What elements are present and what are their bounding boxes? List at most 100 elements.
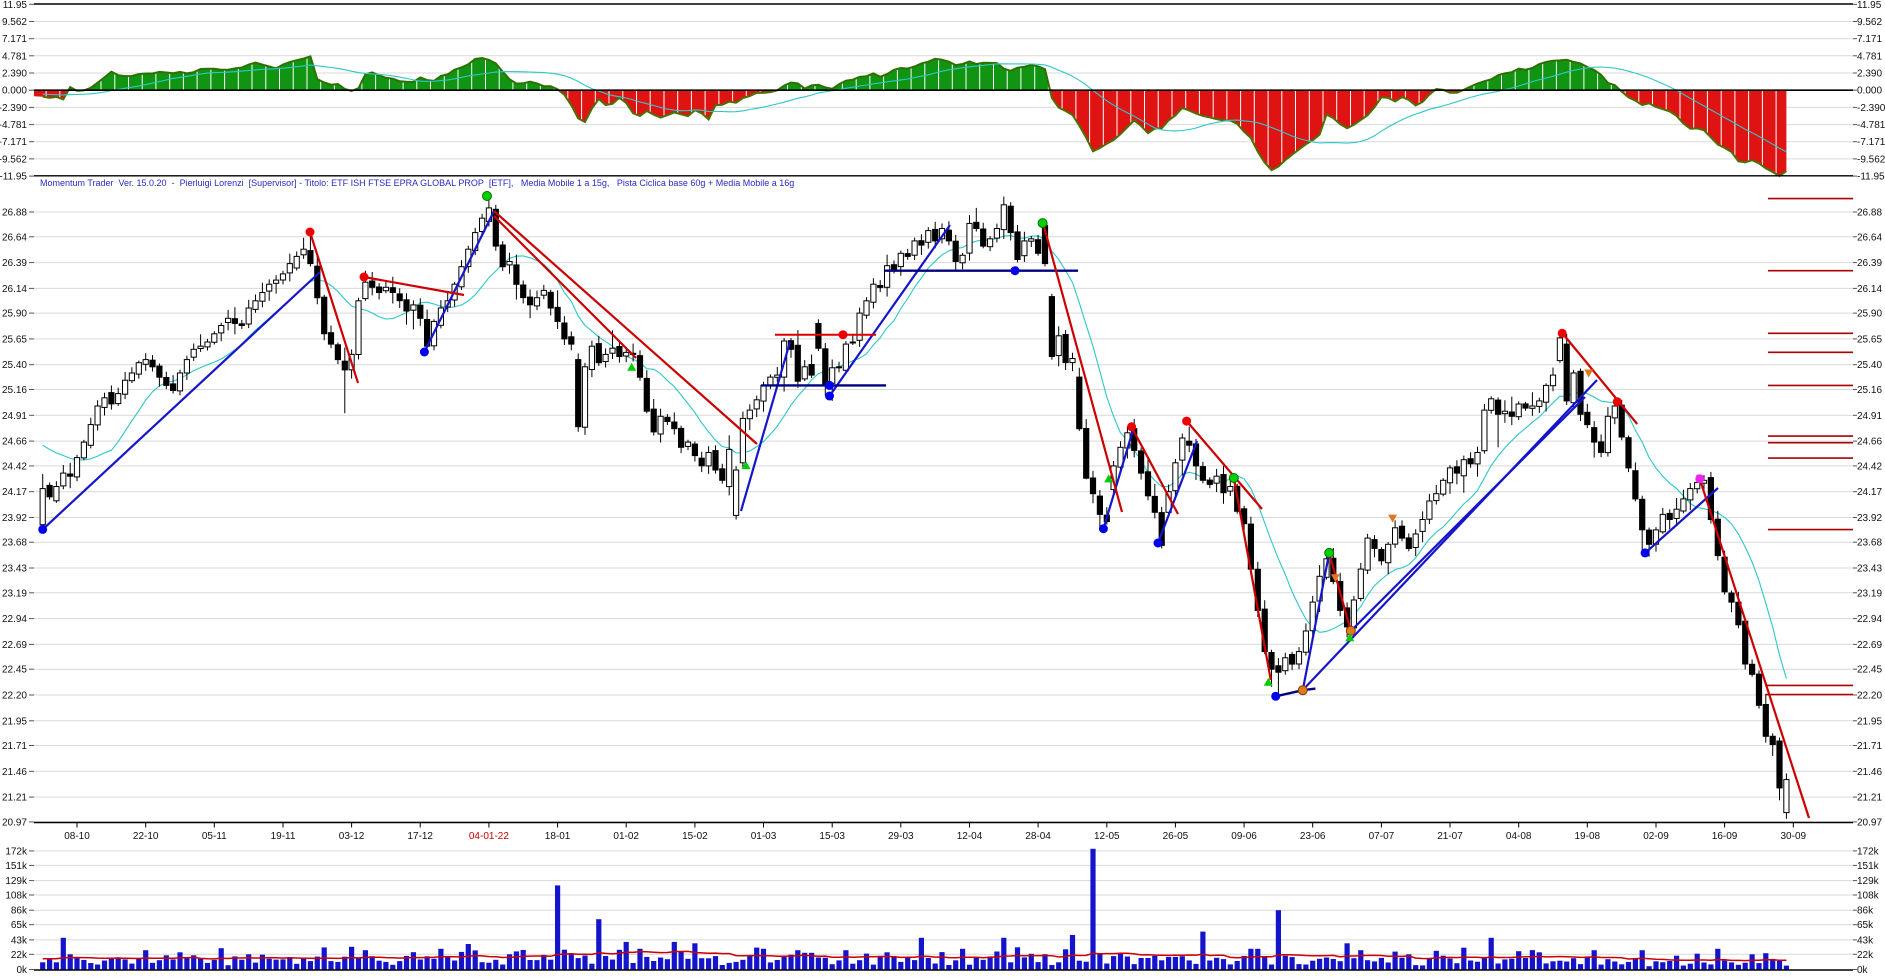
svg-text:23.68: 23.68 xyxy=(1857,538,1882,549)
svg-text:21.71: 21.71 xyxy=(1857,741,1882,752)
svg-text:4.781: 4.781 xyxy=(1857,51,1882,62)
svg-text:08-10: 08-10 xyxy=(64,831,90,842)
svg-text:09-06: 09-06 xyxy=(1231,831,1257,842)
svg-text:Momentum Trader Ver. 15.0.20: Momentum Trader Ver. 15.0.20 - Pierluigi… xyxy=(40,178,794,188)
svg-text:0.000: 0.000 xyxy=(1857,86,1882,97)
svg-text:19-08: 19-08 xyxy=(1575,831,1601,842)
svg-text:23.92: 23.92 xyxy=(1857,513,1882,524)
svg-text:2.390: 2.390 xyxy=(1857,69,1882,80)
svg-text:12-04: 12-04 xyxy=(957,831,983,842)
svg-text:21.95: 21.95 xyxy=(2,716,27,727)
svg-text:01-03: 01-03 xyxy=(751,831,777,842)
svg-text:-9.562: -9.562 xyxy=(0,154,27,165)
svg-text:26.64: 26.64 xyxy=(2,232,27,243)
svg-text:25.40: 25.40 xyxy=(2,360,27,371)
svg-text:24.91: 24.91 xyxy=(1857,411,1882,422)
svg-text:18-01: 18-01 xyxy=(545,831,571,842)
svg-text:21.21: 21.21 xyxy=(1857,793,1882,804)
svg-text:24.66: 24.66 xyxy=(2,437,27,448)
svg-text:15-02: 15-02 xyxy=(682,831,708,842)
svg-text:108k: 108k xyxy=(1857,891,1880,902)
svg-text:172k: 172k xyxy=(1857,846,1880,857)
svg-text:28-04: 28-04 xyxy=(1025,831,1051,842)
svg-text:23.43: 23.43 xyxy=(2,564,27,575)
svg-text:129k: 129k xyxy=(5,876,28,887)
svg-text:16-09: 16-09 xyxy=(1712,831,1738,842)
svg-text:43k: 43k xyxy=(1857,935,1874,946)
svg-text:20.97: 20.97 xyxy=(1857,817,1882,828)
svg-text:02-09: 02-09 xyxy=(1643,831,1669,842)
svg-text:22.69: 22.69 xyxy=(2,640,27,651)
svg-text:22.45: 22.45 xyxy=(1857,665,1882,676)
svg-text:26.64: 26.64 xyxy=(1857,232,1882,243)
svg-text:22.69: 22.69 xyxy=(1857,640,1882,651)
svg-text:19-11: 19-11 xyxy=(271,831,296,842)
svg-text:21.95: 21.95 xyxy=(1857,716,1882,727)
svg-text:01-02: 01-02 xyxy=(613,831,639,842)
svg-text:11.95: 11.95 xyxy=(3,0,28,11)
svg-text:-9.562: -9.562 xyxy=(1857,154,1885,165)
svg-text:21.71: 21.71 xyxy=(2,741,27,752)
svg-text:03-12: 03-12 xyxy=(339,831,365,842)
svg-text:43k: 43k xyxy=(11,935,28,946)
svg-text:26.14: 26.14 xyxy=(1857,284,1882,295)
svg-text:151k: 151k xyxy=(5,861,28,872)
svg-text:23.19: 23.19 xyxy=(2,588,27,599)
svg-text:7.171: 7.171 xyxy=(1857,34,1882,45)
svg-text:25.65: 25.65 xyxy=(1857,334,1882,345)
svg-text:0k: 0k xyxy=(1857,965,1869,975)
svg-text:29-03: 29-03 xyxy=(888,831,914,842)
svg-text:22k: 22k xyxy=(11,950,28,961)
svg-text:2.390: 2.390 xyxy=(2,69,27,80)
svg-text:24.66: 24.66 xyxy=(1857,437,1882,448)
svg-text:151k: 151k xyxy=(1857,861,1880,872)
svg-text:86k: 86k xyxy=(1857,906,1874,917)
svg-text:11.95: 11.95 xyxy=(1857,0,1882,11)
svg-text:0.000: 0.000 xyxy=(2,86,27,97)
svg-text:-7.171: -7.171 xyxy=(1857,137,1885,148)
svg-text:26-05: 26-05 xyxy=(1163,831,1189,842)
svg-text:26.39: 26.39 xyxy=(2,258,27,269)
svg-text:21.46: 21.46 xyxy=(2,767,27,778)
svg-text:-11.95: -11.95 xyxy=(1857,172,1885,183)
svg-text:-4.781: -4.781 xyxy=(1857,120,1885,131)
svg-text:7.171: 7.171 xyxy=(2,34,27,45)
svg-text:25.90: 25.90 xyxy=(2,309,27,320)
svg-text:26.88: 26.88 xyxy=(2,208,27,219)
svg-text:25.40: 25.40 xyxy=(1857,360,1882,371)
svg-text:05-11: 05-11 xyxy=(202,831,227,842)
svg-text:24.42: 24.42 xyxy=(1857,461,1882,472)
svg-text:-2.390: -2.390 xyxy=(0,103,27,114)
svg-text:30-09: 30-09 xyxy=(1781,831,1807,842)
svg-text:22.94: 22.94 xyxy=(1857,614,1882,625)
svg-text:129k: 129k xyxy=(1857,876,1880,887)
svg-text:86k: 86k xyxy=(11,906,28,917)
svg-text:24.91: 24.91 xyxy=(2,411,27,422)
svg-text:23.19: 23.19 xyxy=(1857,588,1882,599)
svg-text:12-05: 12-05 xyxy=(1094,831,1120,842)
svg-text:26.14: 26.14 xyxy=(2,284,27,295)
svg-text:23.68: 23.68 xyxy=(2,538,27,549)
svg-text:22.45: 22.45 xyxy=(2,665,27,676)
svg-text:0k: 0k xyxy=(16,965,28,975)
svg-text:26.39: 26.39 xyxy=(1857,258,1882,269)
svg-text:21.21: 21.21 xyxy=(2,793,27,804)
svg-text:21-07: 21-07 xyxy=(1437,831,1463,842)
svg-text:-2.390: -2.390 xyxy=(1857,103,1885,114)
svg-text:04-08: 04-08 xyxy=(1506,831,1532,842)
svg-text:21.46: 21.46 xyxy=(1857,767,1882,778)
svg-text:25.16: 25.16 xyxy=(2,385,27,396)
svg-text:23.43: 23.43 xyxy=(1857,564,1882,575)
svg-text:22k: 22k xyxy=(1857,950,1874,961)
svg-text:07-07: 07-07 xyxy=(1369,831,1395,842)
svg-text:26.88: 26.88 xyxy=(1857,208,1882,219)
svg-text:15-03: 15-03 xyxy=(819,831,845,842)
svg-text:22.20: 22.20 xyxy=(2,691,27,702)
svg-text:-11.95: -11.95 xyxy=(0,172,27,183)
svg-text:24.17: 24.17 xyxy=(1857,487,1882,498)
svg-text:17-12: 17-12 xyxy=(407,831,433,842)
svg-text:04-01-22: 04-01-22 xyxy=(469,831,509,842)
svg-text:25.16: 25.16 xyxy=(1857,385,1882,396)
svg-text:23-06: 23-06 xyxy=(1300,831,1326,842)
svg-text:4.781: 4.781 xyxy=(2,51,27,62)
